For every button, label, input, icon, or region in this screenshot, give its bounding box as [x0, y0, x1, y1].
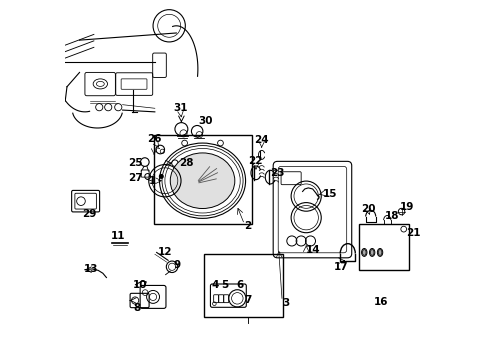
- Text: 6: 6: [236, 280, 244, 291]
- Bar: [154, 135, 251, 224]
- Text: 31: 31: [173, 103, 187, 113]
- Text: 8: 8: [133, 303, 140, 314]
- Text: 21: 21: [406, 228, 420, 238]
- Text: 26: 26: [146, 134, 161, 144]
- Text: 25: 25: [127, 158, 142, 168]
- Text: 1: 1: [148, 176, 155, 186]
- Text: 29: 29: [82, 210, 97, 219]
- Text: 13: 13: [83, 264, 98, 274]
- Text: 4: 4: [211, 280, 218, 291]
- Circle shape: [159, 175, 163, 178]
- Text: 5: 5: [221, 280, 228, 291]
- Text: 15: 15: [322, 189, 337, 199]
- Ellipse shape: [369, 249, 373, 255]
- Bar: [358, 224, 408, 270]
- Text: 11: 11: [111, 231, 125, 241]
- Text: 2: 2: [244, 221, 251, 230]
- Text: 10: 10: [132, 280, 147, 290]
- Bar: [204, 254, 283, 317]
- Text: 24: 24: [254, 135, 268, 145]
- Ellipse shape: [377, 248, 382, 256]
- Text: 7: 7: [244, 296, 251, 306]
- Text: 16: 16: [373, 297, 388, 307]
- Ellipse shape: [170, 153, 234, 208]
- Text: 14: 14: [305, 245, 320, 255]
- Text: 23: 23: [270, 168, 284, 178]
- Text: 3: 3: [282, 298, 289, 308]
- Text: 20: 20: [360, 204, 375, 215]
- Text: 9: 9: [173, 260, 180, 270]
- Text: 17: 17: [333, 262, 348, 272]
- Text: 27: 27: [127, 173, 142, 183]
- Text: 12: 12: [158, 247, 172, 257]
- Text: 30: 30: [198, 116, 213, 126]
- Text: 28: 28: [179, 158, 193, 168]
- Ellipse shape: [361, 248, 366, 256]
- Text: 22: 22: [247, 156, 262, 166]
- Ellipse shape: [378, 249, 381, 255]
- Text: 18: 18: [384, 211, 399, 221]
- Ellipse shape: [362, 249, 366, 255]
- Text: 19: 19: [399, 202, 413, 212]
- Ellipse shape: [369, 248, 374, 256]
